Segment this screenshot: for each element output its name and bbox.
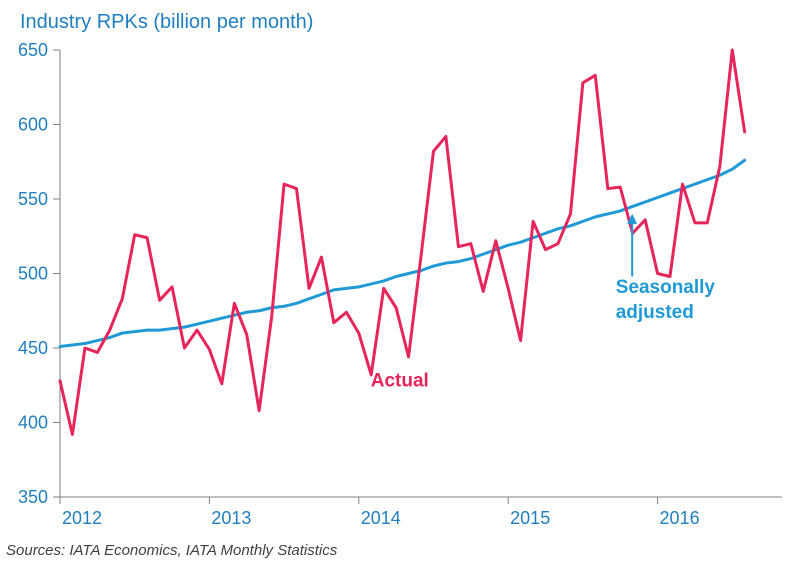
y-tick-label: 400 [18,413,48,433]
y-tick-label: 450 [18,338,48,358]
chart-svg: Industry RPKs (billion per month) 350 400 4… [0,0,812,569]
x-tick-label: 2015 [510,508,550,528]
x-tick-label: 2012 [62,508,102,528]
rpk-chart: Industry RPKs (billion per month) 350 400 4… [0,0,812,569]
y-tick-label: 650 [18,40,48,60]
chart-title: Industry RPKs (billion per month) [20,11,313,33]
y-tick-label: 500 [18,264,48,284]
label-actual: Actual [371,371,429,392]
x-tick-label: 2016 [660,508,700,528]
label-seasonally-adjusted: adjusted [616,302,694,323]
y-tick-label: 550 [18,189,48,209]
x-tick-label: 2014 [361,508,401,528]
y-tick-label: 600 [18,115,48,135]
x-tick-label: 2013 [211,508,251,528]
label-seasonally-adjusted: Seasonally [616,277,716,298]
y-tick-label: 350 [18,487,48,507]
source-text: Sources: IATA Economics, IATA Monthly St… [6,542,338,559]
